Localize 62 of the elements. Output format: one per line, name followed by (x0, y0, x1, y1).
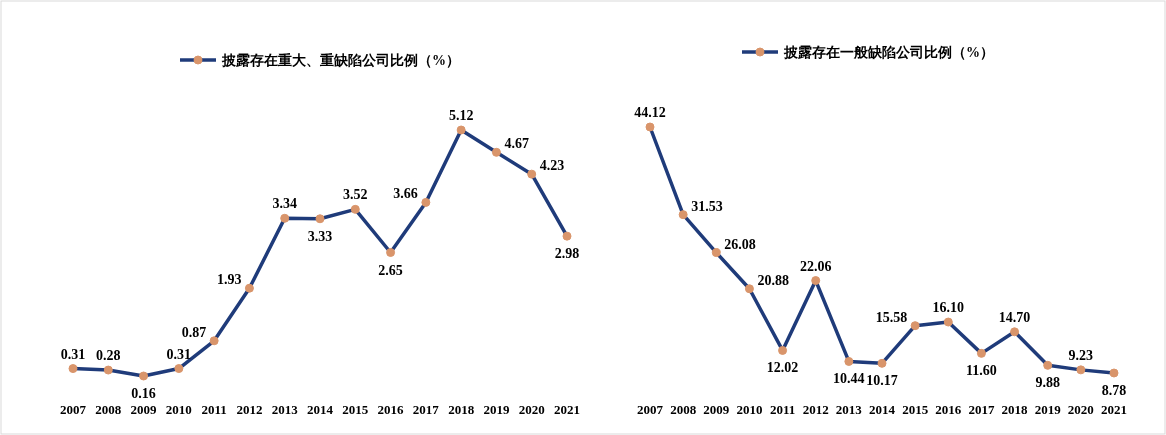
data-label: 20.88 (757, 272, 789, 288)
data-label: 2.65 (378, 262, 403, 278)
data-label: 26.08 (724, 236, 756, 252)
data-label: 15.58 (875, 309, 908, 325)
x-tick-label: 2020 (518, 402, 545, 417)
x-tick-label: 2021 (554, 402, 580, 417)
x-tick-label: 2008 (670, 402, 697, 417)
data-label: 0.31 (60, 346, 86, 362)
data-label: 0.87 (181, 324, 207, 340)
x-tick-label: 2014 (869, 402, 896, 417)
legend-label: 披露存在重大、重缺陷公司比例（%） (221, 53, 460, 68)
x-tick-label: 2007 (637, 402, 664, 417)
x-tick-label: 2010 (736, 402, 763, 417)
data-label: 4.23 (539, 158, 565, 174)
x-tick-label: 2018 (448, 402, 475, 417)
data-label: 0.31 (166, 346, 192, 362)
x-tick-label: 2017 (968, 402, 995, 417)
x-tick-label: 2016 (377, 402, 405, 417)
data-label: 31.53 (691, 198, 723, 214)
x-tick-label: 2014 (307, 402, 334, 417)
x-tick-label: 2009 (703, 402, 730, 417)
x-tick-label: 2021 (1101, 402, 1127, 417)
data-label: 4.67 (504, 136, 529, 152)
x-tick-label: 2013 (271, 402, 299, 417)
data-label: 5.12 (448, 108, 474, 123)
data-label: 11.60 (966, 363, 997, 379)
data-label: 14.70 (998, 309, 1031, 325)
data-label: 3.34 (272, 196, 297, 212)
data-label: 9.88 (1035, 375, 1060, 391)
x-tick-label: 2016 (935, 402, 962, 417)
data-label: 9.23 (1068, 347, 1094, 363)
x-tick-label: 2020 (1067, 402, 1094, 417)
data-label: 0.28 (96, 348, 121, 364)
x-tick-label: 2011 (769, 402, 796, 417)
x-tick-label: 2011 (201, 402, 227, 417)
x-tick-label: 2009 (130, 402, 158, 417)
x-tick-label: 2012 (802, 402, 829, 417)
data-label: 3.33 (307, 228, 333, 244)
x-tick-label: 2018 (1001, 402, 1029, 417)
x-tick-label: 2007 (60, 402, 87, 417)
x-tick-label: 2012 (236, 402, 263, 417)
data-label: 3.66 (393, 186, 418, 202)
data-label: 0.16 (131, 386, 156, 401)
legend-label: 披露存在一般缺陷公司比例（%） (783, 45, 994, 60)
data-label: 10.44 (833, 371, 865, 387)
data-label: 10.17 (866, 373, 898, 389)
data-label: 16.10 (932, 300, 965, 316)
x-tick-label: 2010 (165, 402, 192, 417)
data-label: 3.52 (343, 187, 368, 203)
data-label: 22.06 (799, 258, 832, 274)
data-label: 1.93 (216, 272, 242, 288)
x-tick-label: 2019 (1034, 402, 1062, 417)
data-label: 2.98 (554, 246, 580, 262)
data-label: 12.02 (766, 360, 799, 376)
x-tick-label: 2008 (95, 402, 122, 417)
x-tick-label: 2013 (835, 402, 863, 417)
data-label: 8.78 (1101, 383, 1127, 398)
data-label: 44.12 (634, 105, 666, 120)
x-tick-label: 2015 (902, 402, 929, 417)
x-tick-label: 2019 (483, 402, 510, 417)
x-tick-label: 2015 (342, 402, 369, 417)
x-tick-label: 2017 (412, 402, 440, 417)
